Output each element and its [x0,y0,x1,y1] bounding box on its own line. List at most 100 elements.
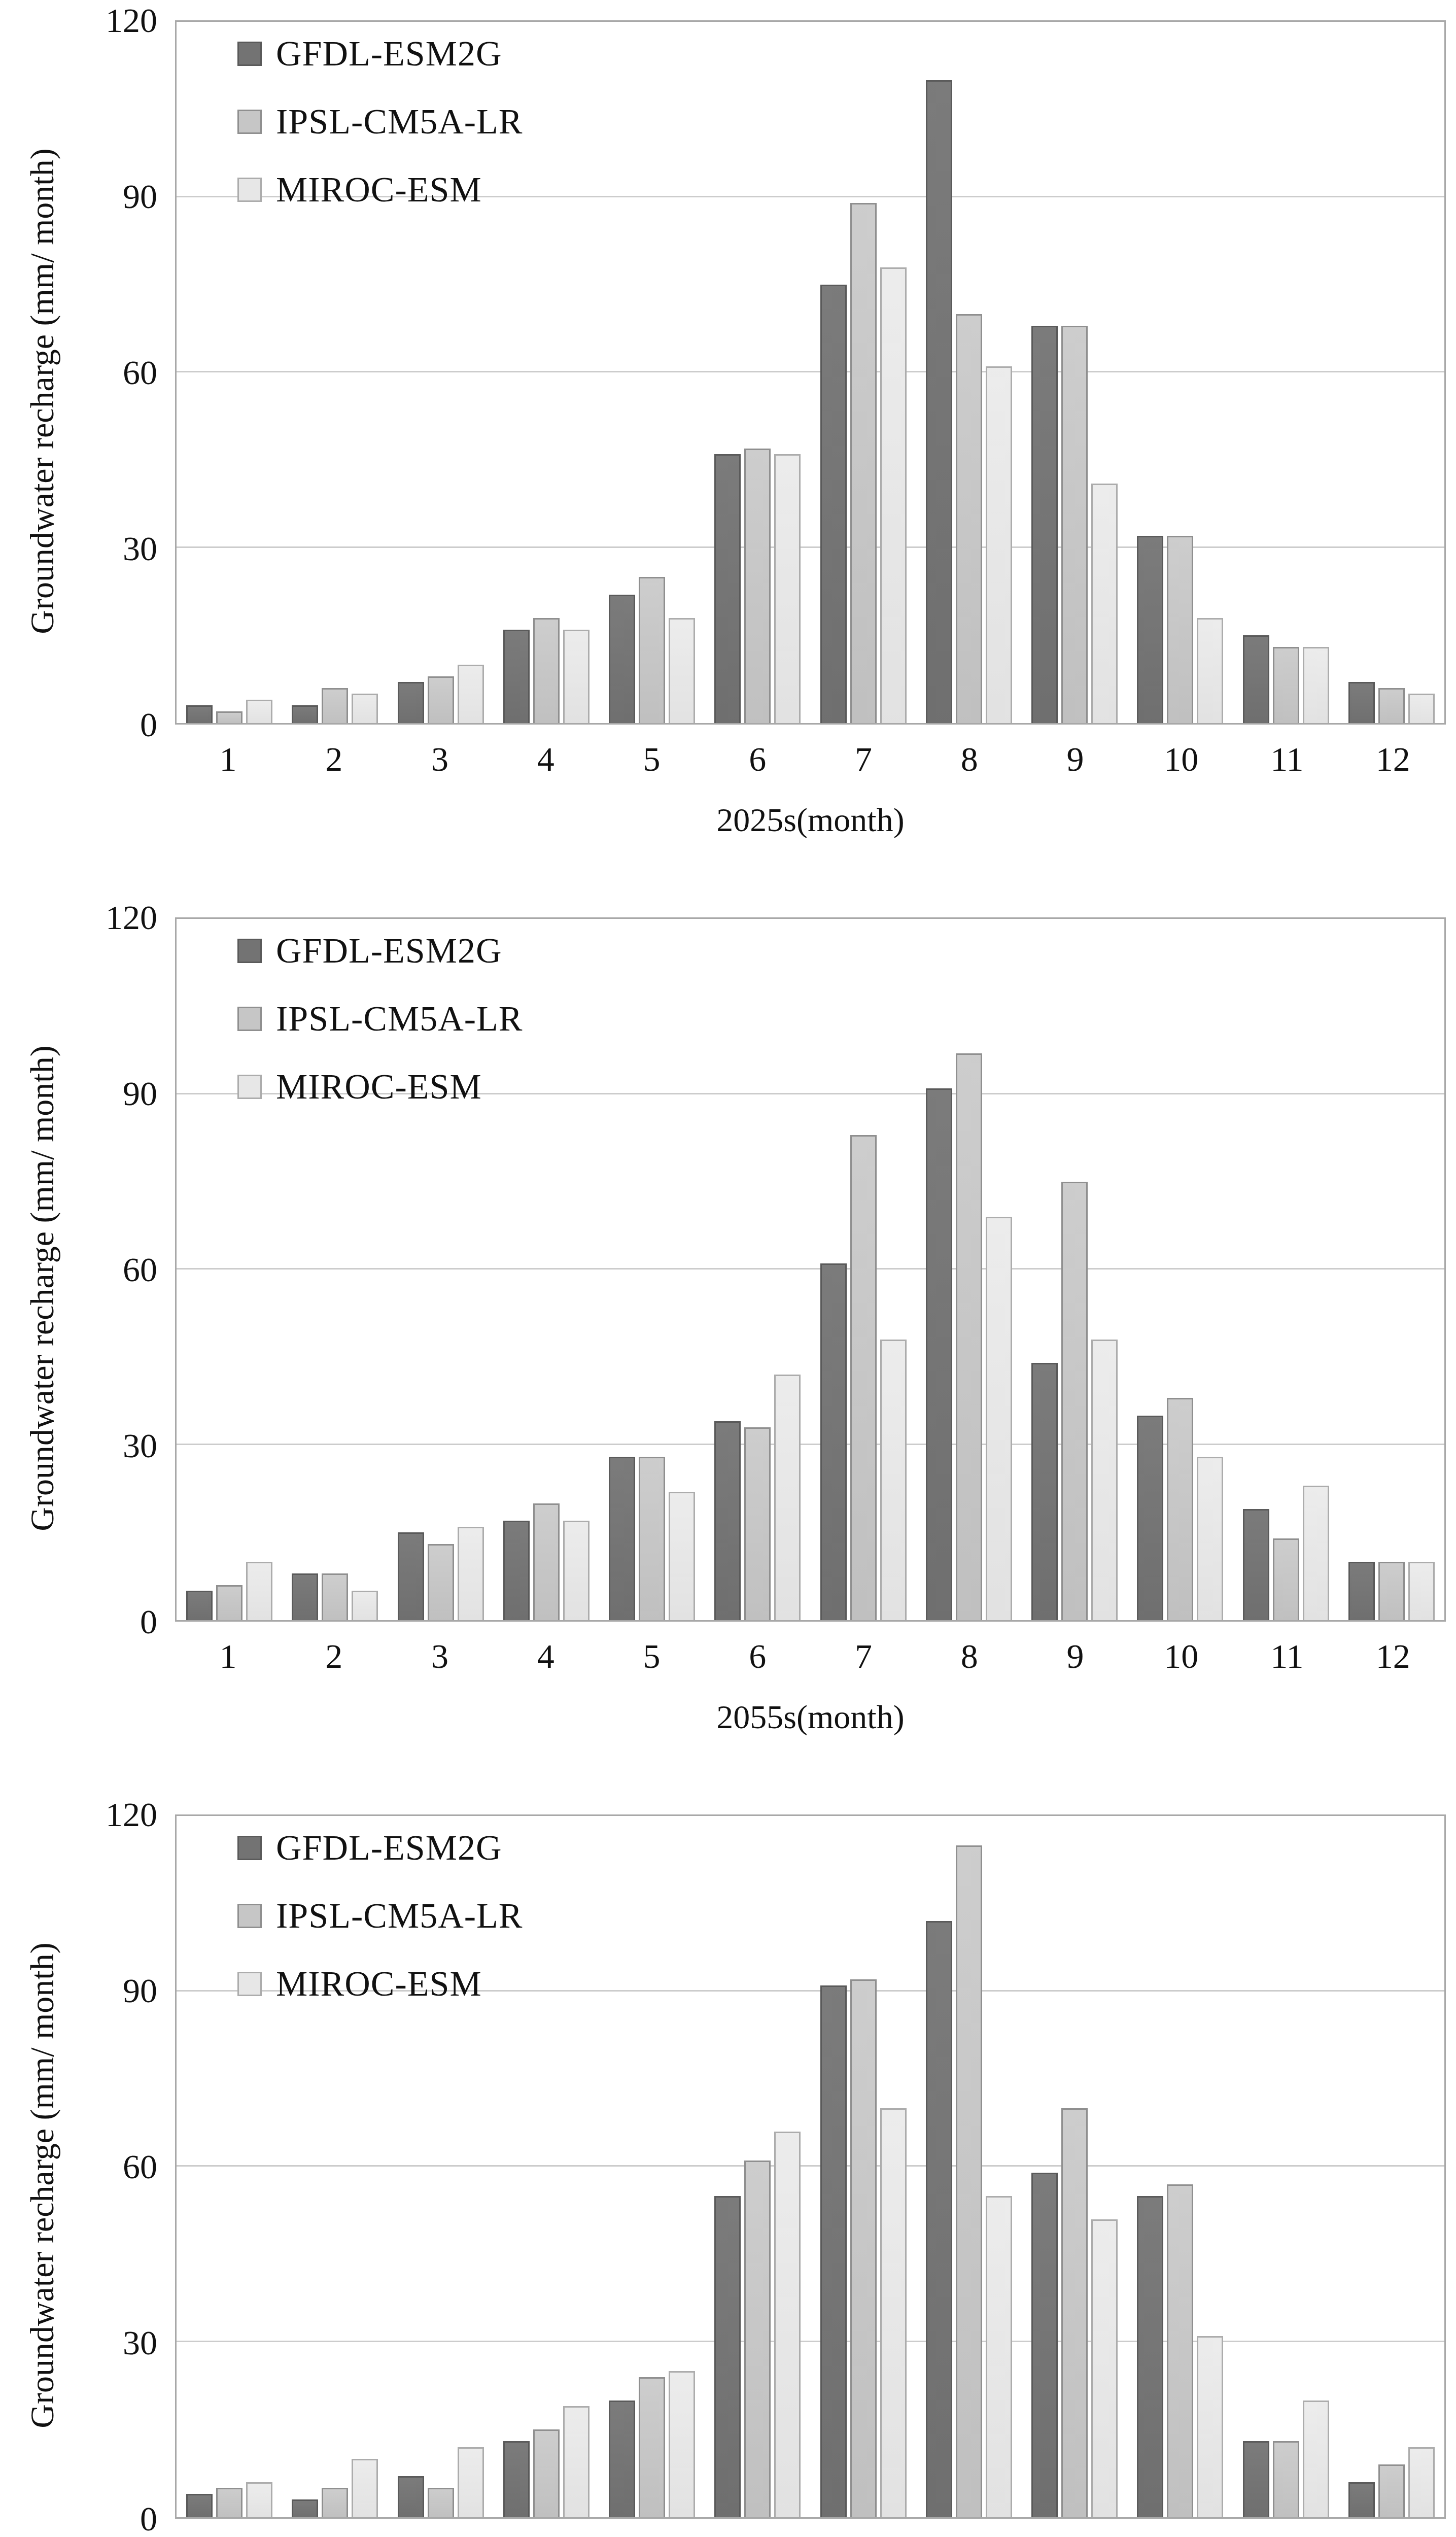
bar-GFDL-ESM2G-month-12 [1348,682,1375,723]
bar-MIROC-ESM-month-4 [563,630,590,723]
bar-IPSL-CM5A-LR-month-8 [956,314,982,723]
month-group-11 [1233,22,1339,723]
month-group-6 [705,22,810,723]
legend-label: GFDL-ESM2G [276,1830,502,1866]
bar-IPSL-CM5A-LR-month-2 [322,2488,348,2517]
x-tick-label: 6 [705,742,811,776]
legend-label: IPSL-CM5A-LR [276,1001,523,1037]
bar-IPSL-CM5A-LR-month-11 [1273,1538,1299,1620]
legend-item-IPSL-CM5A-LR: IPSL-CM5A-LR [237,1001,523,1037]
month-group-8 [916,22,1022,723]
y-tick-label: 120 [106,1797,157,1832]
bar-GFDL-ESM2G-month-4 [503,2441,530,2517]
bar-GFDL-ESM2G-month-1 [186,705,213,723]
bar-IPSL-CM5A-LR-month-5 [639,577,665,723]
legend-item-MIROC-ESM: MIROC-ESM [237,1069,523,1105]
bar-MIROC-ESM-month-11 [1303,647,1329,723]
bar-GFDL-ESM2G-month-3 [398,1532,424,1620]
bar-MIROC-ESM-month-9 [1091,2219,1118,2517]
bar-IPSL-CM5A-LR-month-4 [533,1503,560,1620]
legend-label: MIROC-ESM [276,1966,482,2002]
month-group-9 [1022,919,1127,1620]
bar-IPSL-CM5A-LR-month-7 [850,203,877,723]
bar-MIROC-ESM-month-11 [1303,1486,1329,1620]
bar-MIROC-ESM-month-10 [1197,1457,1223,1620]
legend-swatch-icon [237,1836,262,1860]
bar-MIROC-ESM-month-10 [1197,618,1223,723]
month-group-6 [705,1816,810,2517]
bar-IPSL-CM5A-LR-month-2 [322,1573,348,1620]
bar-GFDL-ESM2G-month-8 [926,1921,952,2517]
legend-item-GFDL-ESM2G: GFDL-ESM2G [237,36,523,72]
y-tick-label: 30 [123,1428,157,1463]
bar-GFDL-ESM2G-month-10 [1137,2196,1163,2517]
bar-MIROC-ESM-month-5 [669,618,695,723]
x-tick-label: 7 [811,742,917,776]
bar-MIROC-ESM-month-5 [669,1492,695,1620]
bar-MIROC-ESM-month-12 [1408,1562,1435,1620]
bar-IPSL-CM5A-LR-month-1 [216,711,242,723]
bar-IPSL-CM5A-LR-month-9 [1061,326,1088,723]
legend-swatch-icon [237,42,262,66]
y-tick-label: 120 [106,900,157,935]
legend-label: IPSL-CM5A-LR [276,1898,523,1934]
month-group-8 [916,919,1022,1620]
month-group-10 [1127,919,1233,1620]
y-axis-ticks: 0306090120 [0,1814,163,2519]
legend-item-MIROC-ESM: MIROC-ESM [237,172,523,208]
bar-MIROC-ESM-month-12 [1408,694,1435,723]
bar-GFDL-ESM2G-month-2 [292,1573,318,1620]
bar-IPSL-CM5A-LR-month-10 [1167,1398,1193,1620]
x-tick-label: 5 [599,1639,705,1673]
bar-GFDL-ESM2G-month-1 [186,1591,213,1620]
bar-IPSL-CM5A-LR-month-9 [1061,2108,1088,2517]
bar-GFDL-ESM2G-month-6 [714,2196,741,2517]
bar-MIROC-ESM-month-1 [246,1562,272,1620]
bar-IPSL-CM5A-LR-month-6 [744,2161,771,2517]
x-tick-label: 10 [1128,742,1234,776]
x-axis-ticks: 123456789101112 [175,1639,1446,1673]
x-tick-label: 8 [916,1639,1022,1673]
bar-IPSL-CM5A-LR-month-4 [533,618,560,723]
legend: GFDL-ESM2G IPSL-CM5A-LR MIROC-ESM [237,36,523,208]
bar-IPSL-CM5A-LR-month-4 [533,2429,560,2517]
bar-GFDL-ESM2G-month-6 [714,454,741,723]
x-tick-label: 2 [281,1639,387,1673]
bar-MIROC-ESM-month-3 [458,665,484,723]
bar-IPSL-CM5A-LR-month-8 [956,1845,982,2517]
bar-GFDL-ESM2G-month-1 [186,2494,213,2517]
x-tick-label: 12 [1340,742,1446,776]
month-group-6 [705,919,810,1620]
bar-MIROC-ESM-month-5 [669,2371,695,2517]
bar-MIROC-ESM-month-11 [1303,2401,1329,2517]
bar-GFDL-ESM2G-month-7 [820,285,847,723]
bar-IPSL-CM5A-LR-month-10 [1167,2184,1193,2517]
legend-item-IPSL-CM5A-LR: IPSL-CM5A-LR [237,104,523,140]
x-tick-label: 9 [1022,1639,1128,1673]
y-tick-label: 60 [123,2149,157,2184]
x-tick-label: 3 [387,742,493,776]
x-tick-label: 11 [1234,1639,1340,1673]
x-tick-label: 4 [493,1639,599,1673]
x-tick-label: 4 [493,742,599,776]
chart-panel-2055s: Groundwater recharge (mm/ month) 0306090… [0,897,1456,1794]
bar-GFDL-ESM2G-month-4 [503,630,530,723]
y-axis-ticks: 0306090120 [0,917,163,1622]
bar-GFDL-ESM2G-month-11 [1243,1509,1269,1620]
x-tick-label: 12 [1340,1639,1446,1673]
bar-MIROC-ESM-month-10 [1197,2336,1223,2517]
x-tick-label: 10 [1128,1639,1234,1673]
bar-GFDL-ESM2G-month-10 [1137,536,1163,723]
bar-GFDL-ESM2G-month-9 [1031,1363,1058,1620]
y-tick-label: 0 [140,1604,157,1639]
bar-GFDL-ESM2G-month-5 [609,1457,635,1620]
legend-swatch-icon [237,939,262,963]
month-group-10 [1127,1816,1233,2517]
month-group-5 [599,1816,705,2517]
bar-IPSL-CM5A-LR-month-12 [1378,688,1405,723]
bar-GFDL-ESM2G-month-5 [609,2401,635,2517]
bar-IPSL-CM5A-LR-month-7 [850,1135,877,1620]
x-tick-label: 5 [599,742,705,776]
month-group-8 [916,1816,1022,2517]
bar-GFDL-ESM2G-month-7 [820,1985,847,2517]
